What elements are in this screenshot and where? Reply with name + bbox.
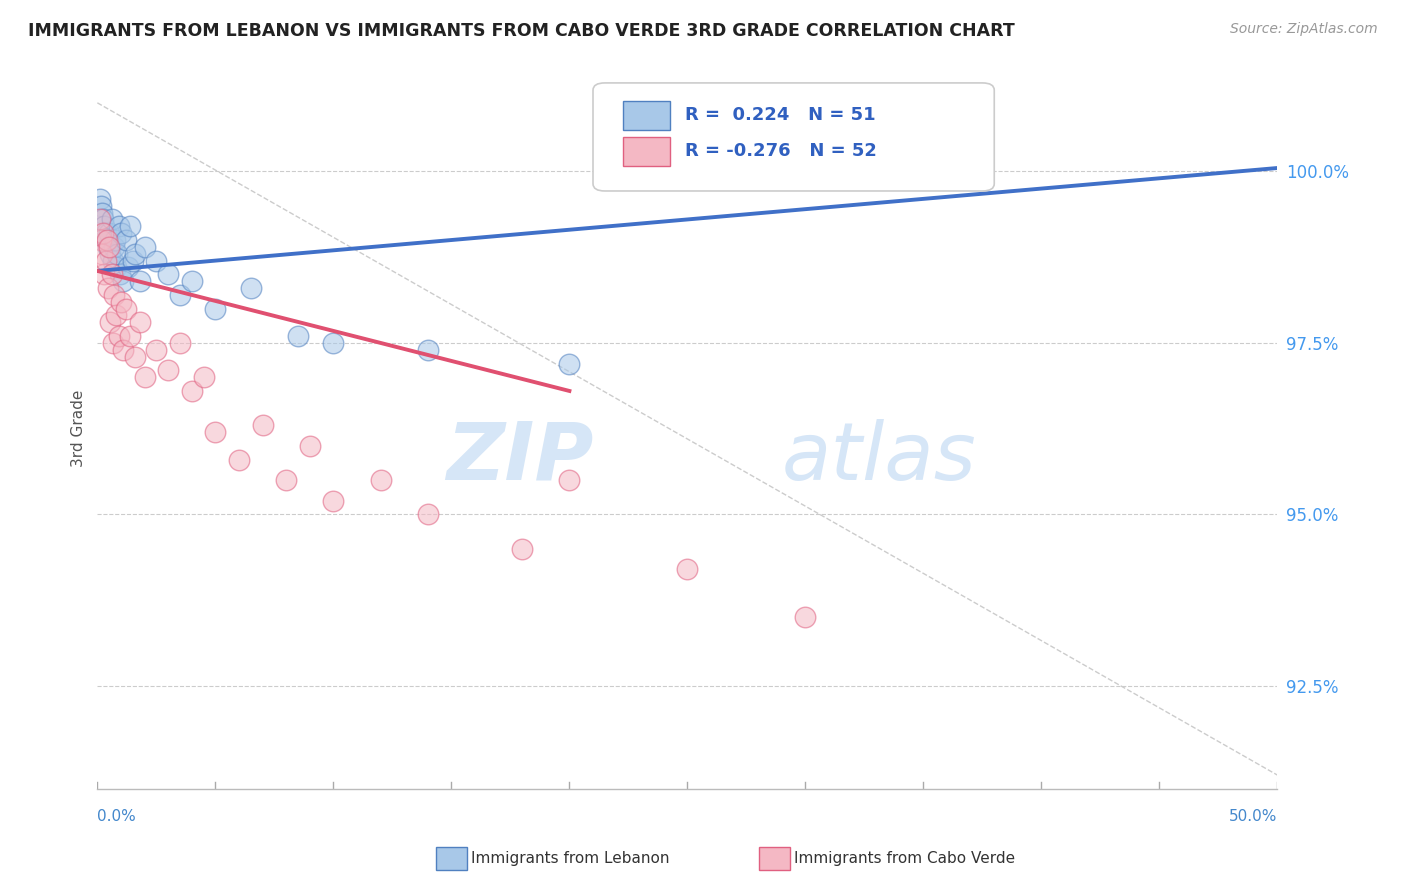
Text: 50.0%: 50.0%: [1229, 809, 1278, 824]
Point: [112, 274, 135, 288]
Point: [97, 281, 120, 295]
Point: [93, 268, 115, 282]
Point: [114, 301, 136, 316]
Text: R =  0.224   N = 51: R = 0.224 N = 51: [685, 105, 876, 124]
Point: [89, 192, 111, 206]
Point: [100, 268, 122, 282]
Point: [510, 541, 533, 556]
Point: [112, 343, 135, 357]
Point: [252, 418, 274, 433]
Point: [416, 343, 439, 357]
Point: [110, 294, 132, 309]
Point: [94, 226, 117, 240]
Point: [105, 260, 128, 275]
Point: [98, 315, 121, 329]
Point: [107, 246, 129, 260]
Point: [124, 350, 146, 364]
Point: [103, 288, 125, 302]
Point: [89, 212, 111, 227]
Point: [90, 233, 112, 247]
Point: [145, 253, 167, 268]
Point: [96, 233, 118, 247]
Point: [96, 233, 118, 247]
Point: [145, 343, 167, 357]
Text: Immigrants from Cabo Verde: Immigrants from Cabo Verde: [794, 852, 1015, 866]
Point: [287, 329, 309, 343]
Point: [558, 357, 581, 371]
Point: [91, 205, 114, 219]
Point: [169, 288, 191, 302]
Point: [90, 199, 112, 213]
Point: [110, 226, 132, 240]
Point: [101, 253, 124, 268]
Point: [204, 301, 226, 316]
Bar: [623, 101, 669, 129]
Point: [101, 335, 124, 350]
Point: [120, 329, 142, 343]
Point: [103, 240, 125, 254]
Point: [105, 309, 128, 323]
Point: [108, 268, 131, 282]
Text: R = -0.276   N = 52: R = -0.276 N = 52: [685, 142, 877, 160]
Point: [169, 335, 191, 350]
Point: [276, 473, 298, 487]
Point: [100, 212, 122, 227]
Point: [117, 260, 139, 275]
Point: [370, 473, 392, 487]
Point: [322, 335, 344, 350]
Point: [98, 240, 121, 254]
Text: IMMIGRANTS FROM LEBANON VS IMMIGRANTS FROM CABO VERDE 3RD GRADE CORRELATION CHAR: IMMIGRANTS FROM LEBANON VS IMMIGRANTS FR…: [28, 22, 1015, 40]
Point: [94, 253, 117, 268]
Text: 0.0%: 0.0%: [97, 809, 136, 824]
Point: [157, 268, 180, 282]
Point: [97, 240, 120, 254]
Point: [128, 315, 150, 329]
Point: [157, 363, 180, 377]
Point: [134, 370, 156, 384]
FancyBboxPatch shape: [593, 83, 994, 191]
Y-axis label: 3rd Grade: 3rd Grade: [72, 390, 86, 467]
Point: [120, 219, 142, 234]
Text: ZIP: ZIP: [446, 418, 593, 497]
Point: [239, 281, 262, 295]
Point: [134, 240, 156, 254]
Point: [204, 425, 226, 439]
Point: [841, 171, 863, 186]
Point: [121, 253, 143, 268]
Point: [107, 219, 129, 234]
Point: [322, 493, 344, 508]
Point: [298, 439, 321, 453]
Point: [794, 610, 817, 624]
Point: [193, 370, 215, 384]
Point: [104, 233, 127, 247]
Point: [124, 246, 146, 260]
Point: [676, 562, 699, 576]
Point: [91, 212, 114, 227]
Text: atlas: atlas: [782, 418, 977, 497]
Point: [180, 384, 202, 398]
Point: [228, 452, 250, 467]
Point: [91, 246, 114, 260]
Point: [93, 219, 115, 234]
Point: [558, 473, 581, 487]
Point: [114, 233, 136, 247]
Point: [98, 246, 121, 260]
Point: [180, 274, 202, 288]
Point: [107, 329, 129, 343]
Point: [128, 274, 150, 288]
Point: [416, 508, 439, 522]
Text: Source: ZipAtlas.com: Source: ZipAtlas.com: [1230, 22, 1378, 37]
Point: [91, 226, 114, 240]
Text: Immigrants from Lebanon: Immigrants from Lebanon: [471, 852, 669, 866]
Bar: [623, 137, 669, 166]
Point: [98, 226, 121, 240]
